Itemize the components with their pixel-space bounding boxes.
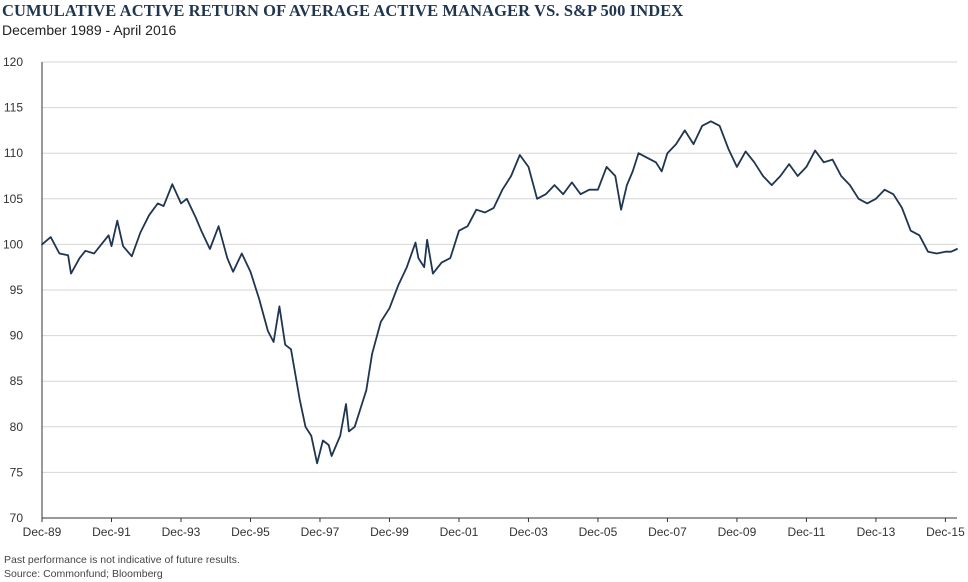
x-tick-label: Dec-13 <box>857 525 896 539</box>
chart-subtitle: December 1989 - April 2016 <box>2 22 177 38</box>
y-tick-label: 105 <box>3 192 23 206</box>
axis-layer: 70 75 80 85 90 95 100 105 110 115 120 Dec-89 Dec-91 D… <box>3 55 965 539</box>
y-tick-label: 70 <box>10 511 24 525</box>
y-tick-label: 90 <box>10 329 24 343</box>
x-tick-label: Dec-09 <box>718 525 757 539</box>
x-tick-label: Dec-05 <box>579 525 618 539</box>
y-tick-label: 115 <box>4 101 23 115</box>
y-tick-label: 100 <box>3 237 23 251</box>
x-tick-label: Dec-91 <box>92 525 131 539</box>
x-tick-label: Dec-95 <box>231 525 270 539</box>
x-tick-label: Dec-15 <box>926 525 965 539</box>
x-tick-label: Dec-07 <box>648 525 687 539</box>
y-tick-label: 120 <box>3 55 23 69</box>
chart-title: CUMULATIVE ACTIVE RETURN OF AVERAGE ACTI… <box>2 1 684 20</box>
disclaimer-note: Past performance is not indicative of fu… <box>4 554 240 566</box>
y-tick-label: 75 <box>10 465 24 479</box>
x-tick-label: Dec-97 <box>301 525 340 539</box>
y-tick-label: 80 <box>10 420 24 434</box>
x-tick-label: Dec-11 <box>788 525 826 539</box>
x-tick-label: Dec-01 <box>440 525 479 539</box>
x-tick-label: Dec-93 <box>162 525 201 539</box>
source-note: Source: Commonfund; Bloomberg <box>4 568 163 580</box>
x-tick-label: Dec-89 <box>23 525 62 539</box>
y-tick-label: 110 <box>4 146 23 160</box>
y-tick-label: 85 <box>10 374 24 388</box>
x-tick-label: Dec-99 <box>370 525 409 539</box>
y-tick-label: 95 <box>10 283 24 297</box>
series-line-0 <box>41 120 958 465</box>
grid-layer <box>42 61 957 473</box>
series-layer <box>41 120 958 465</box>
x-tick-label: Dec-03 <box>509 525 548 539</box>
